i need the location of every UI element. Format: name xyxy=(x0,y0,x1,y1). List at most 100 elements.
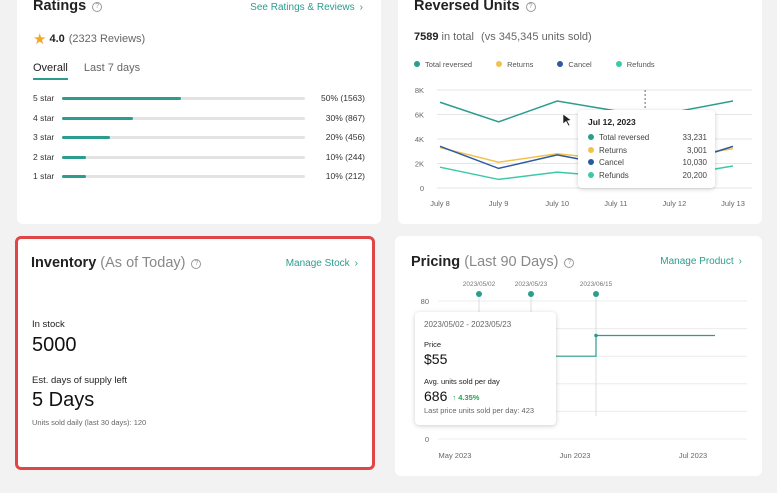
y-tick-label: 0 xyxy=(420,184,424,193)
rating-row-label: 4 star xyxy=(33,112,55,123)
y-tick-label: 80 xyxy=(421,297,429,306)
legend-item[interactable]: Returns xyxy=(496,60,545,69)
units-value-line: 686 ↑ 4.35% xyxy=(424,388,547,404)
rating-row-label: 2 star xyxy=(33,151,55,162)
last-price-note: Last price units sold per day: 423 xyxy=(424,406,535,415)
rating-bar-track xyxy=(62,116,305,120)
days-supply-label: Est. days of supply left xyxy=(32,375,128,386)
ratings-title: Ratings? xyxy=(33,0,103,14)
in-stock-label: In stock xyxy=(32,319,65,330)
rating-row-value: 10% (244) xyxy=(325,151,365,162)
x-tick-label: May 2023 xyxy=(439,451,472,460)
legend-label: Total reversed xyxy=(425,60,473,69)
tooltip-row: Total reversed 33,231 xyxy=(588,133,707,146)
see-ratings-link[interactable]: See Ratings & Reviews › xyxy=(250,2,363,13)
rating-row-label: 5 star xyxy=(33,93,55,103)
rating-score: 4.0 xyxy=(49,33,65,45)
x-tick-label: July 8 xyxy=(430,199,450,208)
in-stock-value: 5000 xyxy=(32,334,77,356)
x-tick-label: July 11 xyxy=(604,199,627,208)
chevron-right-icon: › xyxy=(738,256,742,267)
tooltip-row-label: Cancel xyxy=(599,158,624,167)
rating-bar-track xyxy=(62,175,305,178)
reversed-title: Reversed Units? xyxy=(414,0,536,14)
y-tick-label: 2K xyxy=(415,160,424,169)
reversed-tooltip: Jul 12, 2023 Total reversed 33,231 Returns… xyxy=(578,110,715,188)
tooltip-row: Cancel 10,030 xyxy=(588,158,707,171)
price-point xyxy=(594,333,598,338)
legend-label: Refunds xyxy=(626,60,655,69)
x-tick-label: July 9 xyxy=(489,199,509,208)
info-icon[interactable]: ? xyxy=(525,2,536,12)
legend-label: Cancel xyxy=(568,60,592,69)
legend-item[interactable]: Total reversed xyxy=(414,60,484,69)
rating-bar-track xyxy=(62,136,305,139)
rating-row: 3 star 20% (456) xyxy=(33,132,365,144)
tab-last-7-days[interactable]: Last 7 days xyxy=(83,62,141,74)
y-tick-label: 0 xyxy=(425,435,429,444)
units-change: ↑ 4.35% xyxy=(452,393,480,402)
manage-stock-link[interactable]: Manage Stock › xyxy=(285,258,358,269)
review-count: (2323 Reviews) xyxy=(68,33,146,45)
legend-dot xyxy=(615,61,622,67)
legend-item[interactable]: Cancel xyxy=(557,60,603,69)
rating-row-value: 50% (1563) xyxy=(321,93,365,103)
rating-row-label: 3 star xyxy=(33,132,55,142)
reversed-compare: (vs 345,345 units sold) xyxy=(481,31,592,43)
rating-row-value: 10% (212) xyxy=(325,171,365,181)
x-tick-label: July 13 xyxy=(721,199,745,208)
manage-product-link[interactable]: Manage Product › xyxy=(660,256,742,267)
tooltip-row-value: 33,231 xyxy=(682,133,707,142)
tooltip-row-label: Returns xyxy=(599,145,628,155)
x-tick-label: Jun 2023 xyxy=(560,451,591,460)
legend-dot xyxy=(414,61,420,67)
tooltip-date: Jul 12, 2023 xyxy=(588,117,636,127)
ratings-card: Ratings? See Ratings & Reviews › ★ 4.0 (232… xyxy=(17,0,381,224)
tooltip-dot xyxy=(588,159,594,165)
tooltip-row-label: Refunds xyxy=(599,170,629,180)
chevron-right-icon: › xyxy=(359,2,363,13)
chart-legend: Total reversed Returns Cancel Refunds xyxy=(414,60,679,69)
reversed-units-card: Reversed Units? 7589 in total (vs 345,34… xyxy=(398,0,762,224)
reversed-total-suffix: in total xyxy=(441,31,474,43)
pricing-chart[interactable]: 0 80 May 2023 Jun 2023 Jul 2023 2023/05/02 202… xyxy=(395,236,762,476)
info-icon[interactable]: ? xyxy=(564,258,575,268)
pricing-title: Pricing (Last 90 Days)? xyxy=(411,254,575,270)
rating-bar-fill xyxy=(62,175,86,178)
rating-row-label: 1 star xyxy=(33,171,55,181)
tooltip-dot xyxy=(588,146,594,153)
inventory-card: Inventory (As of Today)? Manage Stock › I… xyxy=(15,236,375,470)
legend-dot xyxy=(496,61,503,67)
days-supply-value: 5 Days xyxy=(32,389,95,411)
tooltip-row-value: 10,030 xyxy=(682,158,707,167)
tab-overall[interactable]: Overall xyxy=(33,62,68,80)
y-tick-label: 6K xyxy=(415,111,424,120)
inventory-title: Inventory (As of Today)? xyxy=(31,255,202,271)
units-label: Avg. units sold per day xyxy=(424,377,500,386)
legend-dot xyxy=(557,61,564,67)
price-change-marker-icon[interactable] xyxy=(528,291,534,297)
rating-bar-track xyxy=(62,97,305,100)
x-tick-label: July 10 xyxy=(545,199,569,208)
price-change-marker-icon[interactable] xyxy=(476,291,482,297)
ratings-tabs: Overall Last 7 days xyxy=(33,62,156,80)
rating-row: 1 star 10% (212) xyxy=(33,171,365,183)
reversed-total: 7589 xyxy=(414,31,439,43)
cursor-icon xyxy=(562,113,573,127)
tooltip-row-value: 3,001 xyxy=(686,145,707,155)
marker-date-label: 2023/06/15 xyxy=(580,281,613,288)
marker-date-label: 2023/05/02 xyxy=(463,281,496,288)
tooltip-range: 2023/05/02 - 2023/05/23 xyxy=(424,320,512,329)
y-tick-label: 4K xyxy=(415,135,424,144)
rating-bar-fill xyxy=(62,136,110,139)
info-icon[interactable]: ? xyxy=(191,259,202,269)
rating-summary: ★ 4.0 (2323 Reviews) xyxy=(33,30,145,48)
tooltip-row: Returns 3,001 xyxy=(588,146,707,159)
units-sold-note: Units sold daily (last 30 days): 120 xyxy=(32,418,147,427)
tooltip-row-value: 20,200 xyxy=(682,170,707,180)
info-icon[interactable]: ? xyxy=(92,2,103,12)
price-change-marker-icon[interactable] xyxy=(593,291,599,297)
rating-bar-fill xyxy=(62,97,182,100)
price-label: Price xyxy=(424,340,442,349)
legend-item[interactable]: Refunds xyxy=(615,60,667,69)
